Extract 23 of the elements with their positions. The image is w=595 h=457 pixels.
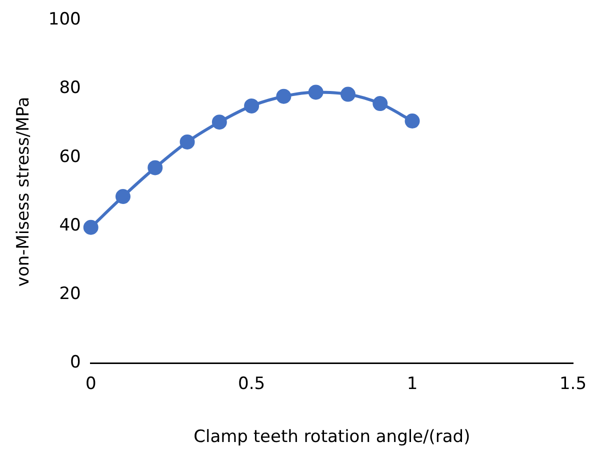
x-tick-label: 0.5 [238, 374, 266, 394]
point [244, 98, 260, 114]
point [83, 220, 98, 235]
y-tick-label: 20 [59, 284, 81, 304]
point [308, 84, 324, 100]
y-tick-label: 40 [59, 215, 81, 236]
x-axis-title: Clamp teeth rotation angle/(rad) [194, 427, 470, 448]
x-tick-label: 0 [85, 374, 96, 394]
x-tick-label: 1 [406, 374, 418, 394]
y-tick-label: 0 [70, 352, 81, 373]
point [180, 134, 195, 150]
y-tick-label: 60 [59, 146, 81, 167]
point [148, 160, 163, 176]
y-tick-label: 80 [59, 78, 81, 98]
x-tick-label: 1.5 [559, 374, 587, 394]
point [340, 86, 356, 102]
point [404, 114, 420, 129]
point [372, 96, 388, 112]
y-tick-label: 100 [48, 10, 81, 30]
point [276, 88, 292, 104]
y-axis-title: von-Misess stress/MPa [14, 96, 34, 287]
point [212, 114, 227, 130]
point [115, 189, 130, 204]
